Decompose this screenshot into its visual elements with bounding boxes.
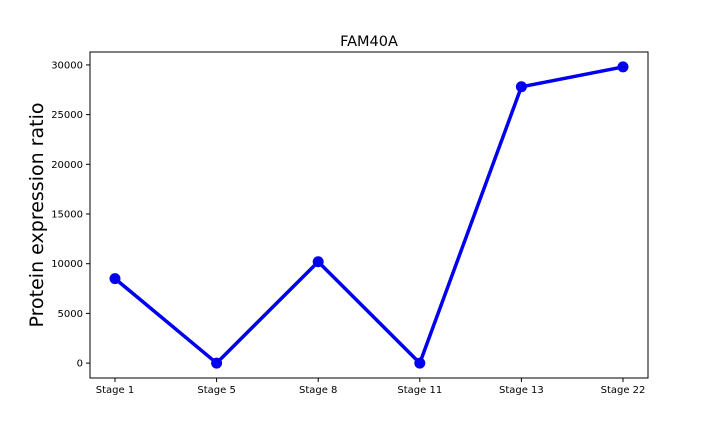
y-axis-label: Protein expression ratio (26, 103, 48, 328)
y-tick-label: 15000 (51, 210, 83, 221)
y-tick-label: 30000 (51, 60, 83, 71)
chart-title: FAM40A (340, 34, 398, 50)
series-line (113, 65, 625, 365)
x-tick-label: Stage 5 (197, 385, 235, 396)
plot-area-frame (89, 51, 649, 379)
data-point (211, 357, 223, 369)
y-tick-label: 25000 (51, 110, 83, 121)
data-point (109, 273, 121, 285)
data-point (515, 81, 527, 93)
data-point (312, 256, 324, 268)
x-tick-label: Stage 22 (601, 385, 646, 396)
data-point (617, 61, 629, 73)
y-tick-label: 10000 (51, 259, 83, 270)
y-axis-ticks: 0 5000 10000 15000 20000 25000 30000 (51, 60, 90, 370)
y-tick-label: 20000 (51, 160, 83, 171)
data-point (414, 357, 426, 369)
x-tick-label: Stage 8 (299, 385, 337, 396)
x-tick-label: Stage 13 (499, 385, 544, 396)
x-axis-ticks: Stage 1 Stage 5 Stage 8 Stage 11 Stage 13 Sta… (96, 378, 646, 396)
y-tick-label: 0 (77, 359, 83, 370)
series-layer (109, 61, 629, 369)
x-tick-label: Stage 11 (397, 385, 442, 396)
y-tick-label: 5000 (58, 309, 83, 320)
x-tick-label: Stage 1 (96, 385, 134, 396)
